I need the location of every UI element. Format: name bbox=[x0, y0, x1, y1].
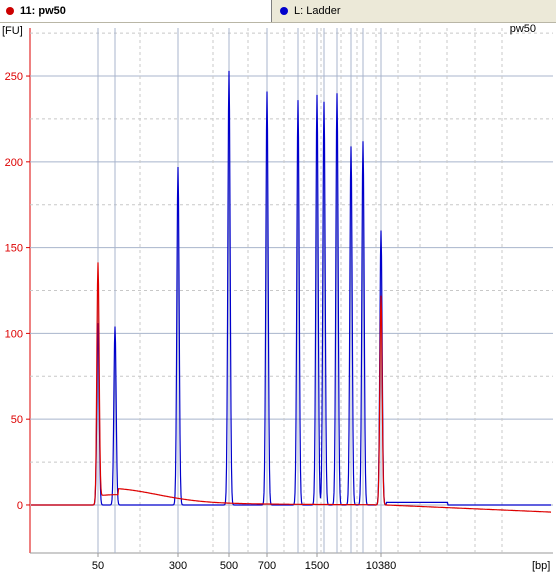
y-tick-label: 50 bbox=[11, 414, 23, 426]
x-tick-label: 700 bbox=[258, 560, 276, 572]
sample-dot-icon bbox=[6, 7, 14, 15]
sample-trace bbox=[31, 262, 551, 513]
tab-ladder[interactable]: L: Ladder bbox=[273, 0, 556, 22]
y-axis-unit-label: [FU] bbox=[2, 25, 23, 37]
sample-tab-bar: 11: pw50 L: Ladder bbox=[0, 0, 556, 23]
x-tick-label: 500 bbox=[220, 560, 238, 572]
x-axis-unit-label: [bp] bbox=[532, 560, 550, 572]
tab-sample-pw50[interactable]: 11: pw50 bbox=[0, 0, 272, 22]
tab-ladder-label: L: Ladder bbox=[294, 5, 341, 17]
y-tick-label: 200 bbox=[5, 157, 23, 169]
y-tick-label: 250 bbox=[5, 71, 23, 83]
x-tick-label: 50 bbox=[92, 560, 104, 572]
x-tick-label: 1500 bbox=[305, 560, 329, 572]
ladder-trace bbox=[31, 70, 551, 506]
ladder-dot-icon bbox=[280, 7, 288, 15]
x-tick-label: 300 bbox=[169, 560, 187, 572]
chart-title: pw50 bbox=[510, 23, 536, 35]
x-tick-label: 10380 bbox=[366, 560, 397, 572]
y-tick-label: 0 bbox=[17, 500, 23, 512]
tab-sample-label: 11: pw50 bbox=[20, 5, 66, 17]
y-tick-label: 100 bbox=[5, 328, 23, 340]
y-tick-label: 150 bbox=[5, 243, 23, 255]
